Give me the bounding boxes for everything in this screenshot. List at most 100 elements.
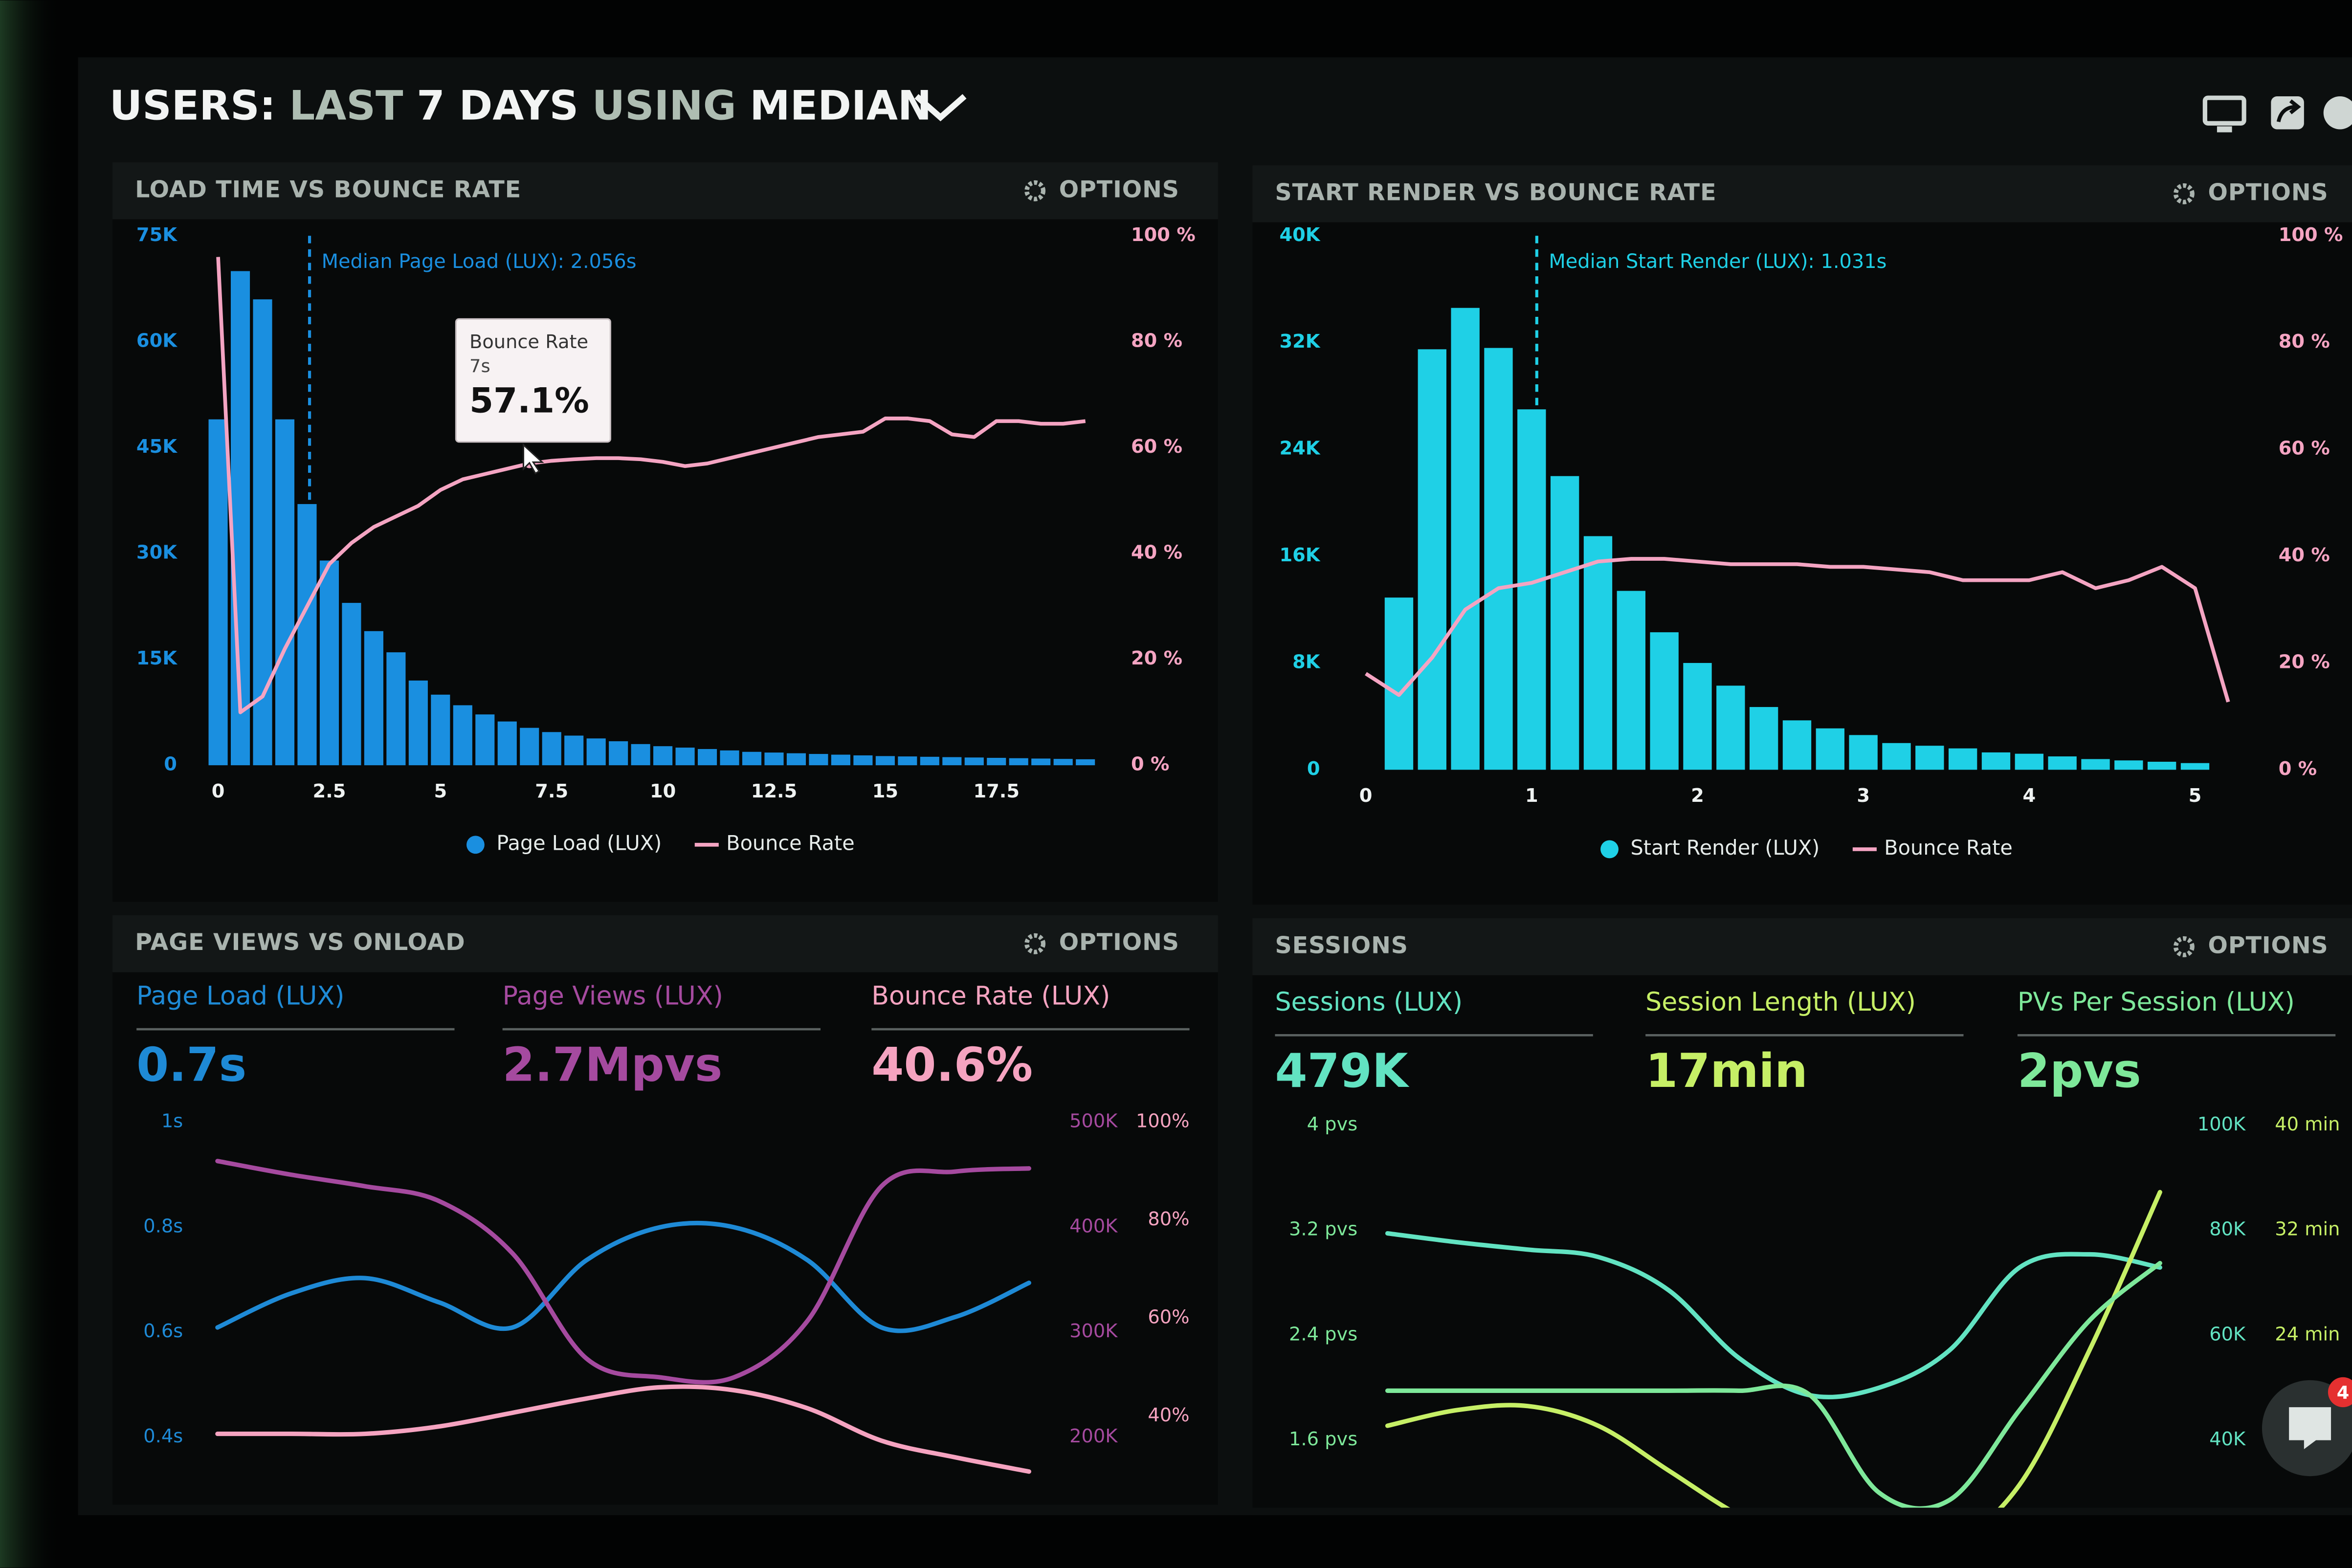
y-tick-label: 2.4 pvs <box>1289 1323 1357 1345</box>
chat-badge: 4 <box>2337 1382 2350 1403</box>
legend-swatch <box>1600 840 1619 859</box>
bar <box>2048 756 2077 770</box>
y-tick-label: 0.6s <box>143 1320 183 1342</box>
toolbar-icons <box>2202 95 2352 133</box>
bar <box>764 752 784 766</box>
bar <box>1782 720 1812 770</box>
kpi-label: Page Views (LUX) <box>503 982 723 1011</box>
y3-tick-label: 100% <box>1136 1110 1190 1132</box>
bar <box>875 756 895 766</box>
bar <box>1009 758 1028 766</box>
y2-tick-label: 80K <box>2209 1218 2246 1240</box>
bar <box>964 757 984 766</box>
x-tick-label: 7.5 <box>535 780 568 802</box>
bar <box>742 751 762 766</box>
options-button[interactable]: OPTIONS <box>1059 176 1179 203</box>
bar <box>720 750 739 766</box>
monitor-stand <box>2217 126 2232 133</box>
tooltip-x: 7s <box>469 355 490 376</box>
options-button[interactable]: OPTIONS <box>2208 179 2329 206</box>
chat-icon <box>2289 1407 2331 1449</box>
x-tick-label: 0 <box>212 780 225 802</box>
bar <box>1716 685 1745 770</box>
bar <box>2147 761 2176 770</box>
y2-tick-label: 60 % <box>2279 438 2330 460</box>
series-line <box>215 1220 1031 1333</box>
chat-widget[interactable]: 4 <box>2262 1377 2352 1477</box>
y-tick-label: 0 <box>1307 758 1320 780</box>
bar <box>609 741 628 766</box>
y3-tick-label: 60% <box>1148 1306 1189 1328</box>
kpi-label: Page Load (LUX) <box>136 982 344 1011</box>
bar <box>1517 409 1546 770</box>
gear-icon[interactable] <box>1024 180 1046 201</box>
bar <box>1617 591 1645 770</box>
options-button[interactable]: OPTIONS <box>1059 929 1179 956</box>
tooltip-value: 57.1% <box>469 381 589 421</box>
bar <box>431 694 450 766</box>
y-tick-label: 32K <box>1279 331 1320 353</box>
y2-tick-label: 40 % <box>2279 544 2330 566</box>
bar <box>809 754 828 766</box>
tooltip-title: Bounce Rate <box>469 331 588 353</box>
bar <box>497 721 517 766</box>
bar <box>586 738 606 766</box>
bar <box>1583 536 1613 770</box>
y-tick-label: 75K <box>136 224 178 246</box>
bar <box>2180 763 2210 770</box>
legend-label: Bounce Rate <box>1884 836 2013 860</box>
y-tick-label: 45K <box>136 436 178 458</box>
bar <box>1451 308 1480 770</box>
edge-glow <box>0 0 60 1568</box>
x-tick-label: 15 <box>872 780 898 802</box>
dropdown-chevron[interactable] <box>914 94 967 122</box>
gear-icon[interactable] <box>2173 936 2195 957</box>
kpi-value: 2.7Mpvs <box>503 1038 723 1092</box>
series-line <box>1385 1190 2162 1508</box>
page-title: USERS: LAST 7 DAYS USING MEDIAN <box>110 82 932 129</box>
y-tick-label: 30K <box>136 542 178 564</box>
bar <box>1915 746 1944 770</box>
bar <box>1484 348 1513 770</box>
y-tick-label: 1s <box>161 1110 183 1132</box>
y2-tick-label: 40K <box>2209 1428 2246 1450</box>
y-tick-label: 16K <box>1279 544 1320 566</box>
options-button[interactable]: OPTIONS <box>2208 932 2329 959</box>
panel-body <box>112 972 1218 1505</box>
bar <box>520 728 539 766</box>
gear-icon[interactable] <box>2173 183 2195 204</box>
y3-tick-label: 40 min <box>2275 1113 2340 1135</box>
y2-tick-label: 100 % <box>1131 224 1196 246</box>
x-tick-label: 2.5 <box>313 780 346 802</box>
bar <box>675 748 695 766</box>
y2-tick-label: 20 % <box>1131 647 1182 669</box>
bar <box>542 732 561 766</box>
panel-header <box>1252 165 2352 222</box>
bar <box>1882 743 1911 770</box>
bar <box>698 749 717 766</box>
share-icon[interactable] <box>2271 96 2304 130</box>
help-icon[interactable] <box>2323 96 2352 130</box>
x-tick-label: 5 <box>434 780 447 802</box>
panel-header <box>1252 918 2352 975</box>
y-tick-label: 0.4s <box>143 1425 183 1447</box>
monitor-icon[interactable] <box>2202 95 2246 126</box>
y2-tick-label: 0 % <box>1131 753 1169 775</box>
y2-tick-label: 200K <box>1069 1425 1118 1447</box>
gear-icon[interactable] <box>1024 933 1046 954</box>
x-tick-label: 12.5 <box>751 780 798 802</box>
x-tick-label: 0 <box>1359 785 1373 807</box>
panel-title: PAGE VIEWS VS ONLOAD <box>135 929 466 956</box>
y2-tick-label: 80 % <box>2279 331 2330 353</box>
y-tick-label: 4 pvs <box>1307 1113 1358 1135</box>
y2-tick-label: 20 % <box>2279 651 2330 673</box>
y3-tick-label: 24 min <box>2275 1323 2340 1345</box>
bar <box>297 504 317 766</box>
bar <box>1076 759 1095 766</box>
bar <box>831 754 850 766</box>
y2-tick-label: 100 % <box>2279 224 2343 246</box>
chat-badge-dot <box>2328 1377 2352 1408</box>
bar <box>253 299 272 766</box>
bar <box>364 631 383 766</box>
